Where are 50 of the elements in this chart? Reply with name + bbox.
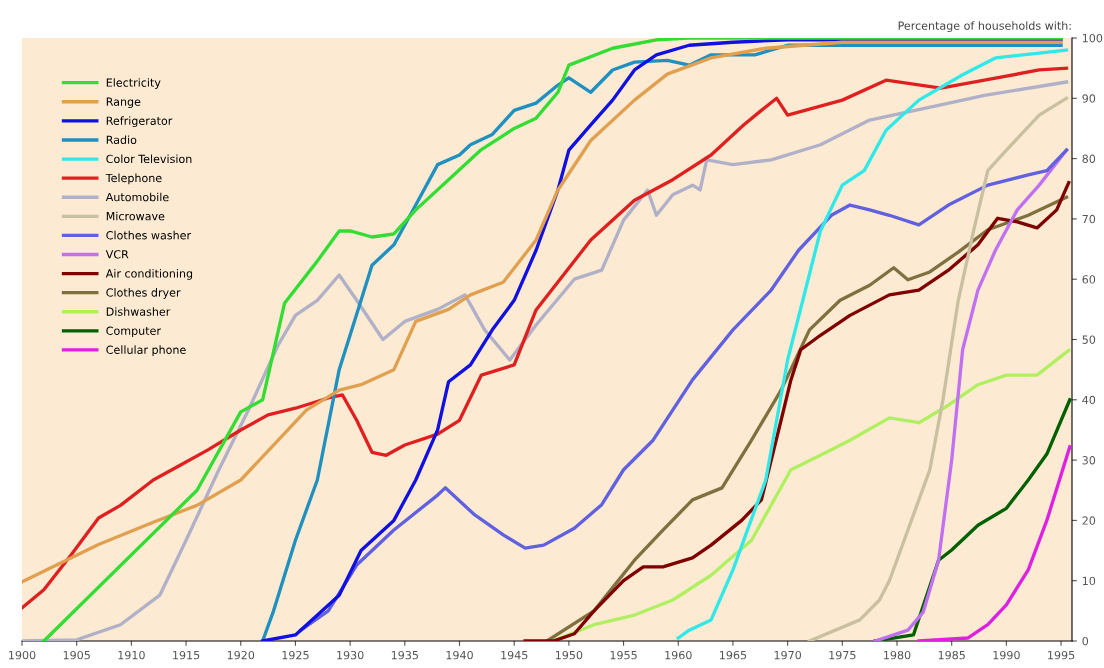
x-tick-label: 1990 bbox=[993, 650, 1020, 660]
legend-label: VCR bbox=[105, 250, 129, 259]
x-tick-label: 1910 bbox=[118, 650, 145, 660]
y-tick-label: 90 bbox=[1082, 94, 1096, 103]
x-tick-label: 1950 bbox=[555, 650, 583, 660]
x-tick-label: 1925 bbox=[282, 650, 309, 660]
x-tick-label: 1905 bbox=[63, 650, 90, 660]
legend-label: Refrigerator bbox=[106, 116, 173, 128]
legend-label: Range bbox=[106, 97, 141, 108]
legend-label: Electricity bbox=[106, 78, 161, 89]
x-tick-label: 1975 bbox=[829, 650, 856, 660]
x-tick-label: 1915 bbox=[173, 650, 200, 660]
y-tick-label: 20 bbox=[1082, 516, 1096, 525]
y-tick-label: 0 bbox=[1082, 636, 1089, 646]
y-tick-label: 40 bbox=[1082, 395, 1096, 405]
legend-label: Microwave bbox=[106, 211, 165, 221]
legend-label: Cellular phone bbox=[106, 345, 186, 357]
line-series bbox=[917, 445, 1072, 641]
y-tick-label: 60 bbox=[1082, 275, 1096, 284]
legend-label: Color Television bbox=[106, 154, 192, 164]
legend-label: Dishwasher bbox=[106, 307, 171, 316]
legend-label: Computer bbox=[106, 326, 161, 338]
y-tick-label: 10 bbox=[1082, 576, 1096, 586]
x-tick-label: 1945 bbox=[501, 650, 528, 660]
x-tick-label: 1900 bbox=[9, 650, 36, 660]
x-tick-label: 1930 bbox=[337, 650, 364, 660]
x-tick-label: 1955 bbox=[610, 650, 637, 660]
legend-label: Air conditioning bbox=[105, 269, 193, 280]
y-tick-label: 70 bbox=[1082, 214, 1096, 224]
x-tick-label: 1995 bbox=[1048, 650, 1075, 660]
x-tick-label: 1940 bbox=[446, 650, 473, 660]
legend-label: Clothes dryer bbox=[106, 288, 181, 299]
y-tick-label: 30 bbox=[1082, 456, 1096, 465]
y-tick-label: 100 bbox=[1082, 33, 1103, 43]
legend-label: Clothes washer bbox=[106, 230, 192, 240]
y-tick-label: 80 bbox=[1082, 154, 1096, 163]
legend-label: Radio bbox=[106, 135, 137, 145]
y-axis-title: Percentage of households with: bbox=[898, 21, 1071, 32]
x-tick-label: 1985 bbox=[938, 650, 965, 660]
line-series bbox=[676, 48, 1069, 640]
legend-label: Telephone bbox=[105, 173, 162, 185]
x-tick-label: 1935 bbox=[391, 650, 418, 660]
x-tick-label: 1980 bbox=[884, 650, 911, 660]
y-tick-label: 50 bbox=[1082, 335, 1096, 344]
line-series bbox=[807, 96, 1069, 641]
x-tick-label: 1960 bbox=[665, 650, 692, 660]
legend-label: Automobile bbox=[105, 192, 169, 202]
x-tick-label: 1970 bbox=[774, 650, 802, 660]
x-tick-label: 1965 bbox=[720, 650, 747, 660]
x-tick-label: 1920 bbox=[227, 650, 255, 660]
